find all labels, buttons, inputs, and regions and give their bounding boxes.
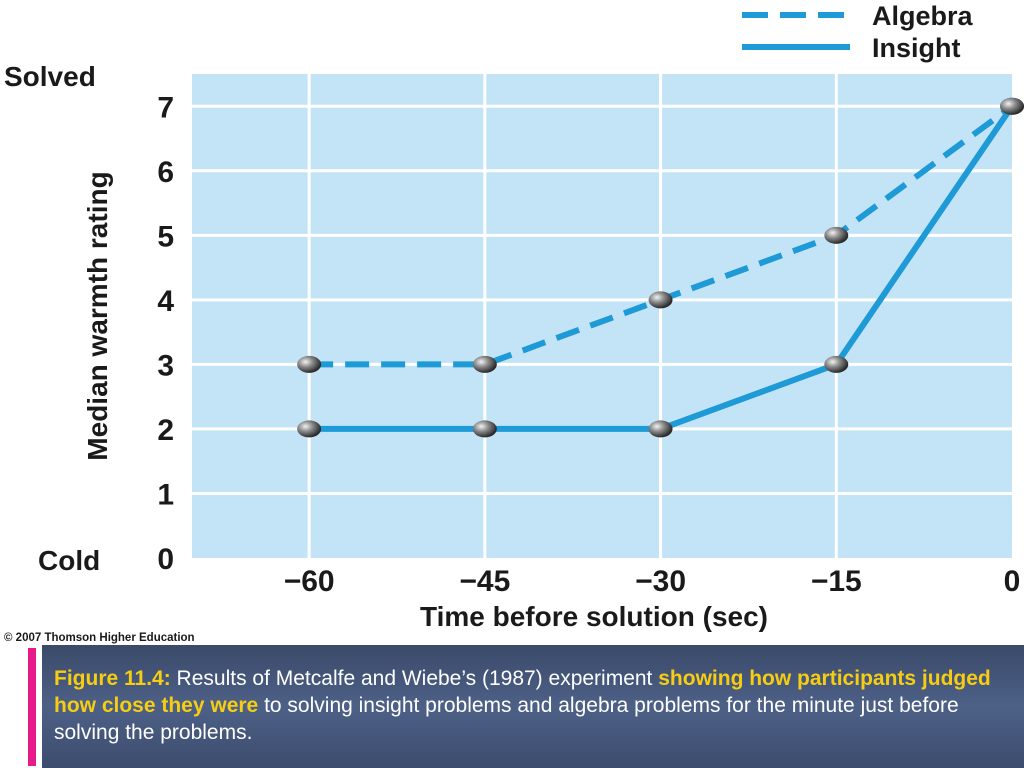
x-tick-label: −60 — [284, 565, 335, 598]
x-tick-label: −45 — [459, 565, 510, 598]
x-axis-title: Time before solution (sec) — [420, 601, 768, 632]
figure-caption: Figure 11.4: Results of Metcalfe and Wie… — [54, 665, 1014, 746]
plot-area — [192, 74, 1012, 558]
warmth-rating-chart: 0 1 2 3 4 5 6 7 −60 −45 −30 −15 0 Solved Cold Media… — [4, 1, 1024, 644]
data-point-algebra — [297, 355, 322, 373]
copyright-notice: © 2007 Thomson Higher Education — [4, 632, 195, 644]
x-tick-label: −15 — [811, 565, 862, 598]
y-tick-label: 3 — [157, 349, 174, 382]
caption-accent-bar — [28, 648, 36, 766]
y-tick-label: 0 — [157, 543, 174, 576]
data-point-insight — [648, 420, 673, 438]
data-point-insight — [1000, 97, 1024, 115]
x-tick-label: −30 — [635, 565, 686, 598]
caption-panel: Figure 11.4: Results of Metcalfe and Wie… — [42, 645, 1024, 768]
y-tick-label: 4 — [157, 285, 174, 318]
data-point-algebra — [824, 226, 849, 244]
legend-label-insight: Insight — [872, 33, 961, 63]
series-markers — [297, 97, 1024, 438]
y-tick-label: 6 — [157, 156, 174, 189]
data-point-algebra — [472, 355, 497, 373]
caption-highlight: showing how participants judged how clos… — [54, 667, 991, 717]
legend-label-algebra: Algebra — [872, 1, 974, 31]
x-axis-ticks: −60 −45 −30 −15 0 — [284, 565, 1021, 598]
y-tick-label: 2 — [157, 414, 174, 447]
y-tick-label: 7 — [157, 91, 174, 124]
x-tick-label: 0 — [1004, 565, 1021, 598]
data-point-algebra — [648, 291, 673, 309]
y-end-label-cold: Cold — [38, 545, 100, 576]
y-tick-label: 1 — [157, 478, 174, 511]
caption-figure-label: Figure 11.4: — [54, 667, 171, 690]
caption-text-part1: Results of Metcalfe and Wiebe’s (1987) e… — [170, 667, 659, 690]
caption-text-part2: to solving insight problems and algebra … — [54, 694, 959, 744]
data-point-insight — [824, 355, 849, 373]
y-axis-title: Median warmth rating — [82, 171, 113, 460]
y-tick-label: 5 — [157, 220, 174, 253]
y-axis-ticks: 0 1 2 3 4 5 6 7 — [157, 91, 174, 576]
data-point-insight — [472, 420, 497, 438]
y-end-label-solved: Solved — [4, 61, 96, 92]
data-point-insight — [297, 420, 322, 438]
